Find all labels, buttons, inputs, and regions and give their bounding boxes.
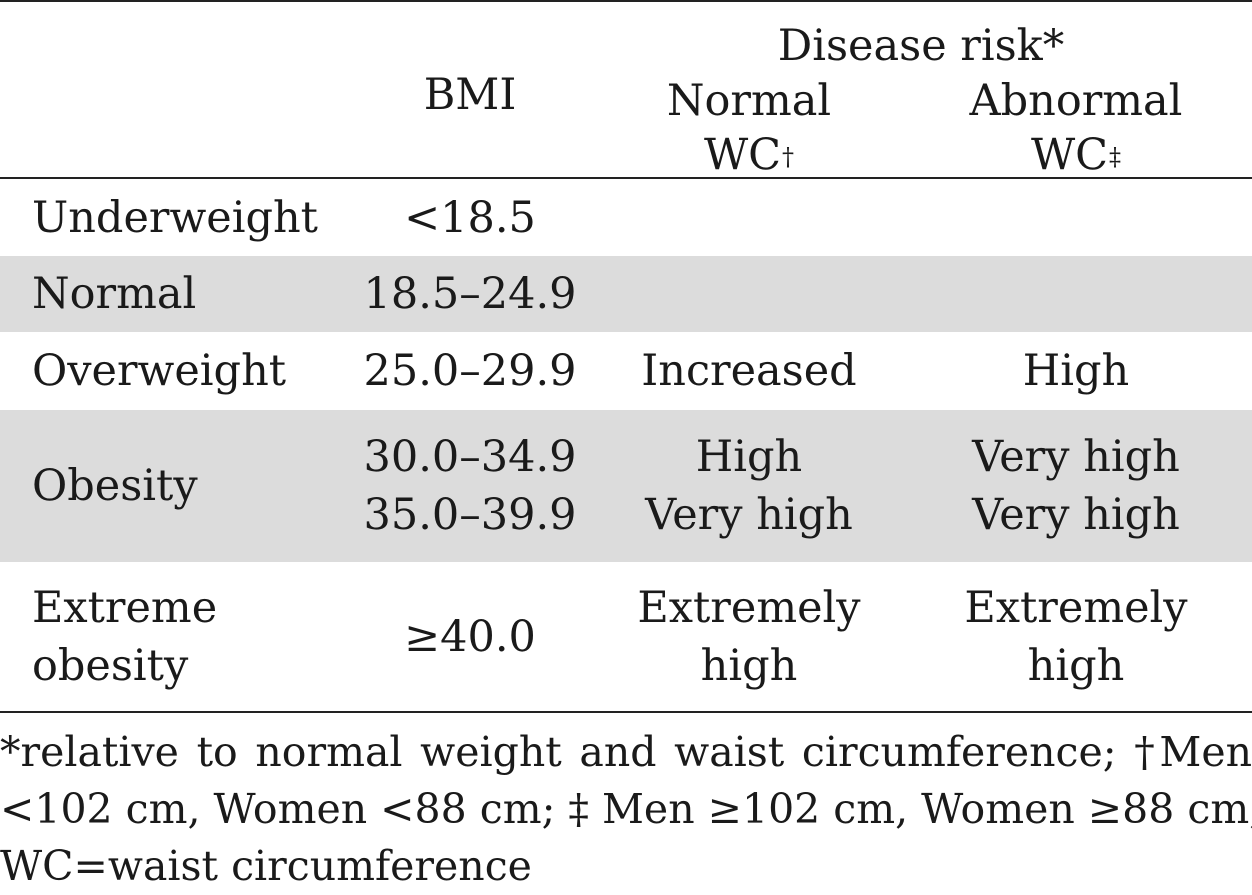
normal-wc-cell: High [695,432,803,482]
abnormal-wc-cell: Extremely [964,583,1188,633]
header-bmi: BMI [423,70,517,120]
bmi-cell: <18.5 [404,193,536,243]
footnote-line-3: WC=waist circumference [0,842,532,890]
table-row: Obesity 30.0–34.9 35.0–39.9 High Very high Ve… [0,410,1252,562]
header-normal-wc-line2: WC† [620,127,878,183]
header-abnormal-wc-line2: WC‡ [930,127,1222,183]
double-dagger-mark: ‡ [1109,143,1122,171]
normal-wc-cell: Very high [645,490,853,540]
bmi-cell: 30.0–34.9 [363,432,577,482]
header-disease-risk: Disease risk* [777,21,1065,71]
table-top-rule [0,0,1252,2]
abnormal-wc-cell: Very high [972,490,1180,540]
table-row: Normal 18.5–24.9 [0,256,1252,332]
header-normal-wc-line1: Normal [666,76,832,126]
category-cell: Overweight [32,346,287,396]
abnormal-wc-cell: Very high [972,432,1180,482]
table-row: Extreme obesity ≥40.0 Extremely high Extremel… [0,562,1252,711]
footnote-line-2: <102 cm, Women <88 cm; ‡ Men ≥102 cm, Wo… [0,785,1252,833]
header-abnormal-wc-line1: Abnormal [969,76,1183,126]
dagger-mark: † [782,143,795,171]
header-abnormal-wc-text: WC [1030,130,1109,180]
normal-wc-cell: high [700,641,798,691]
bmi-cell: ≥40.0 [404,612,536,662]
category-cell: Extreme [32,583,218,633]
table-row: Overweight 25.0–29.9 Increased High [0,332,1252,410]
abnormal-wc-cell: High [1022,346,1130,396]
normal-wc-cell: Increased [641,346,857,396]
table-footnote: *relative to normal weight and waist cir… [0,724,1252,895]
header-bottom-rule [0,177,1252,179]
bmi-cell: 18.5–24.9 [363,269,577,319]
category-cell: Obesity [32,461,198,511]
table-bottom-rule [0,711,1252,713]
header-normal-wc-text: WC [703,130,782,180]
bmi-cell: 35.0–39.9 [363,490,577,540]
normal-wc-cell: Extremely [637,583,861,633]
category-cell: Underweight [32,193,318,243]
abnormal-wc-cell: high [1027,641,1125,691]
footnote-line-1: *relative to normal weight and waist cir… [0,728,1252,776]
category-cell: obesity [32,641,189,691]
bmi-cell: 25.0–29.9 [363,346,577,396]
category-cell: Normal [32,269,197,319]
table-row: Underweight <18.5 [0,180,1252,256]
